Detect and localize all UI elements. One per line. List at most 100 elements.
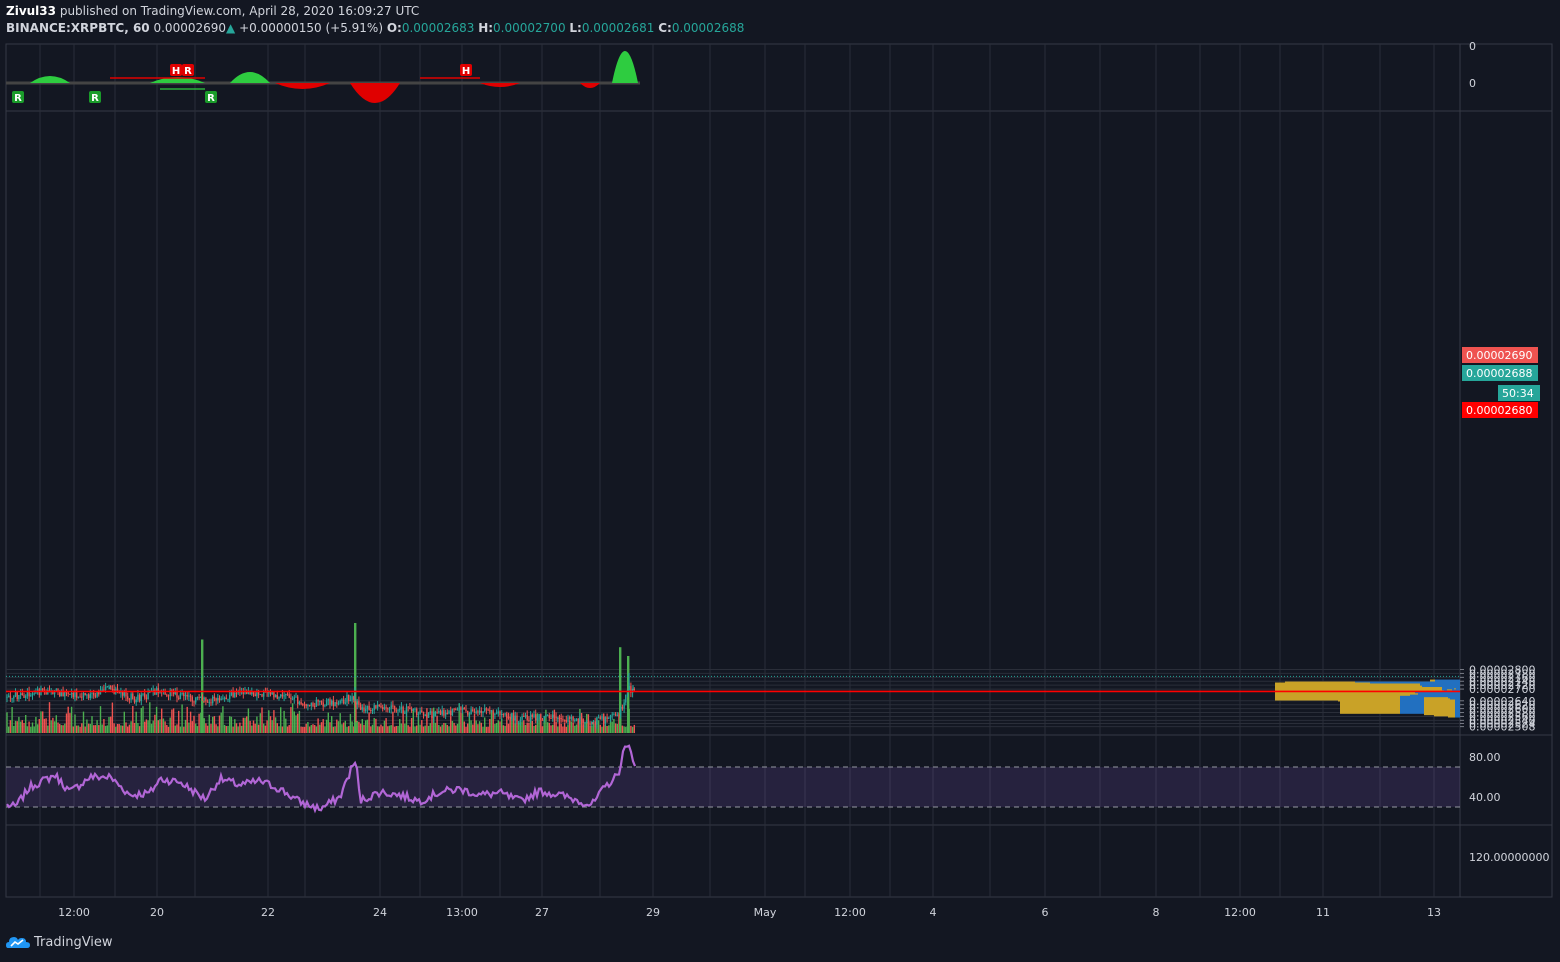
candle-body (174, 691, 176, 694)
volume-bar (263, 723, 265, 733)
volume-bar (346, 726, 348, 733)
candle-body (586, 722, 588, 724)
volume-bar (591, 726, 593, 733)
oscillator-label-box (12, 91, 24, 103)
time-tick-label: 13 (1427, 906, 1441, 919)
candle-body (569, 717, 571, 719)
candle-body (315, 699, 318, 707)
candle-body (16, 692, 18, 699)
candle-body (339, 700, 341, 704)
candle-body (574, 720, 576, 722)
volume-bar (482, 726, 484, 733)
volume-bar (546, 722, 549, 733)
candlestick-series[interactable] (6, 673, 1460, 729)
oscillator-label: R (14, 93, 22, 104)
volume-bar (291, 703, 294, 733)
candle-body (252, 691, 255, 695)
candle-body (94, 695, 97, 697)
profile-row-down (1340, 695, 1400, 714)
price-axes[interactable]: 0.000028000.000027800.000027600.00002740… (1460, 40, 1549, 864)
candle-body (205, 698, 207, 702)
rsi-pane[interactable] (6, 744, 1460, 814)
volume-bar (497, 720, 499, 733)
oscillator-pane[interactable]: R RH RRH (6, 51, 640, 104)
candle-body (274, 695, 277, 698)
volume-bar (235, 723, 238, 733)
volume-bar (104, 725, 107, 733)
candle-body (601, 716, 603, 719)
candle-body (11, 698, 13, 700)
candle-body (431, 711, 433, 718)
volume-bar (55, 715, 57, 733)
candle-body (118, 691, 120, 694)
candle-body (606, 717, 608, 719)
candle-body (555, 716, 557, 719)
volume-bar (203, 718, 205, 733)
candle-body (169, 690, 171, 697)
candle-body (60, 690, 63, 697)
candle-body (232, 692, 234, 697)
candle-body (421, 710, 423, 712)
volume-bar (225, 726, 227, 733)
volume-bar (196, 726, 199, 733)
volume-bar (371, 724, 374, 733)
candle-body (188, 695, 190, 697)
volume-bar (312, 724, 314, 733)
candle-body (320, 700, 323, 703)
volume-bar (456, 723, 459, 733)
symbol-label[interactable]: BINANCE:XRPBTC, 60 (6, 21, 150, 35)
candle-body (227, 698, 229, 700)
candle-body (342, 699, 345, 704)
volume-bar (439, 726, 442, 733)
candle-body (218, 697, 221, 701)
volume-bar (142, 706, 144, 733)
low-value: 0.00002681 (581, 21, 655, 35)
tradingview-footer[interactable]: TradingView (6, 934, 113, 950)
candle-body (618, 714, 620, 716)
volume-bar (477, 724, 479, 733)
volume-bar (324, 726, 326, 733)
candle-body (257, 690, 260, 695)
high-value: 0.00002700 (493, 21, 566, 35)
volume-bar (254, 723, 256, 733)
time-axis[interactable]: 12:00 20 22 24 13:00 27 29 May 12:00 4 6 8 12:00 11 13 (58, 906, 1441, 919)
candle-body (514, 715, 516, 721)
volume-bar (302, 726, 304, 733)
candle-body (186, 694, 188, 697)
volume-bar (127, 726, 129, 733)
candle-body (397, 710, 399, 712)
candle-body (444, 712, 447, 716)
volume-bar (154, 714, 156, 733)
volume-bar (278, 726, 280, 733)
volume-bar (353, 726, 355, 733)
volume-bar (57, 722, 59, 733)
candle-body (356, 701, 358, 705)
volume-bar (489, 718, 491, 733)
volume-bar (249, 720, 251, 733)
volume-bar (181, 704, 183, 733)
candle-body (64, 691, 66, 697)
candle-body (378, 704, 380, 706)
volume-bar (62, 725, 64, 733)
candle-body (281, 694, 284, 697)
time-tick-label: May (754, 906, 777, 919)
candle-body (439, 710, 442, 715)
candle-body (451, 708, 454, 716)
trading-chart[interactable]: R RH RRH 0.000028000.000027800.000027600.0… (0, 0, 1560, 930)
volume-bar (502, 725, 505, 733)
volume-bar (150, 723, 153, 733)
candle-body (616, 714, 618, 716)
volume-bar (47, 725, 49, 733)
volume-bar (208, 714, 210, 733)
oscillator-label-box (205, 91, 217, 103)
candle-body (365, 708, 367, 712)
volume-bar (319, 724, 321, 733)
volume-bar (230, 716, 233, 733)
volume-bar (444, 723, 447, 733)
open-label: O: (386, 21, 402, 35)
volume-bar (290, 707, 292, 733)
candle-body (101, 689, 103, 691)
author-name[interactable]: Zivul33 (6, 4, 56, 18)
candle-body (261, 694, 263, 697)
volume-bar (436, 715, 438, 733)
